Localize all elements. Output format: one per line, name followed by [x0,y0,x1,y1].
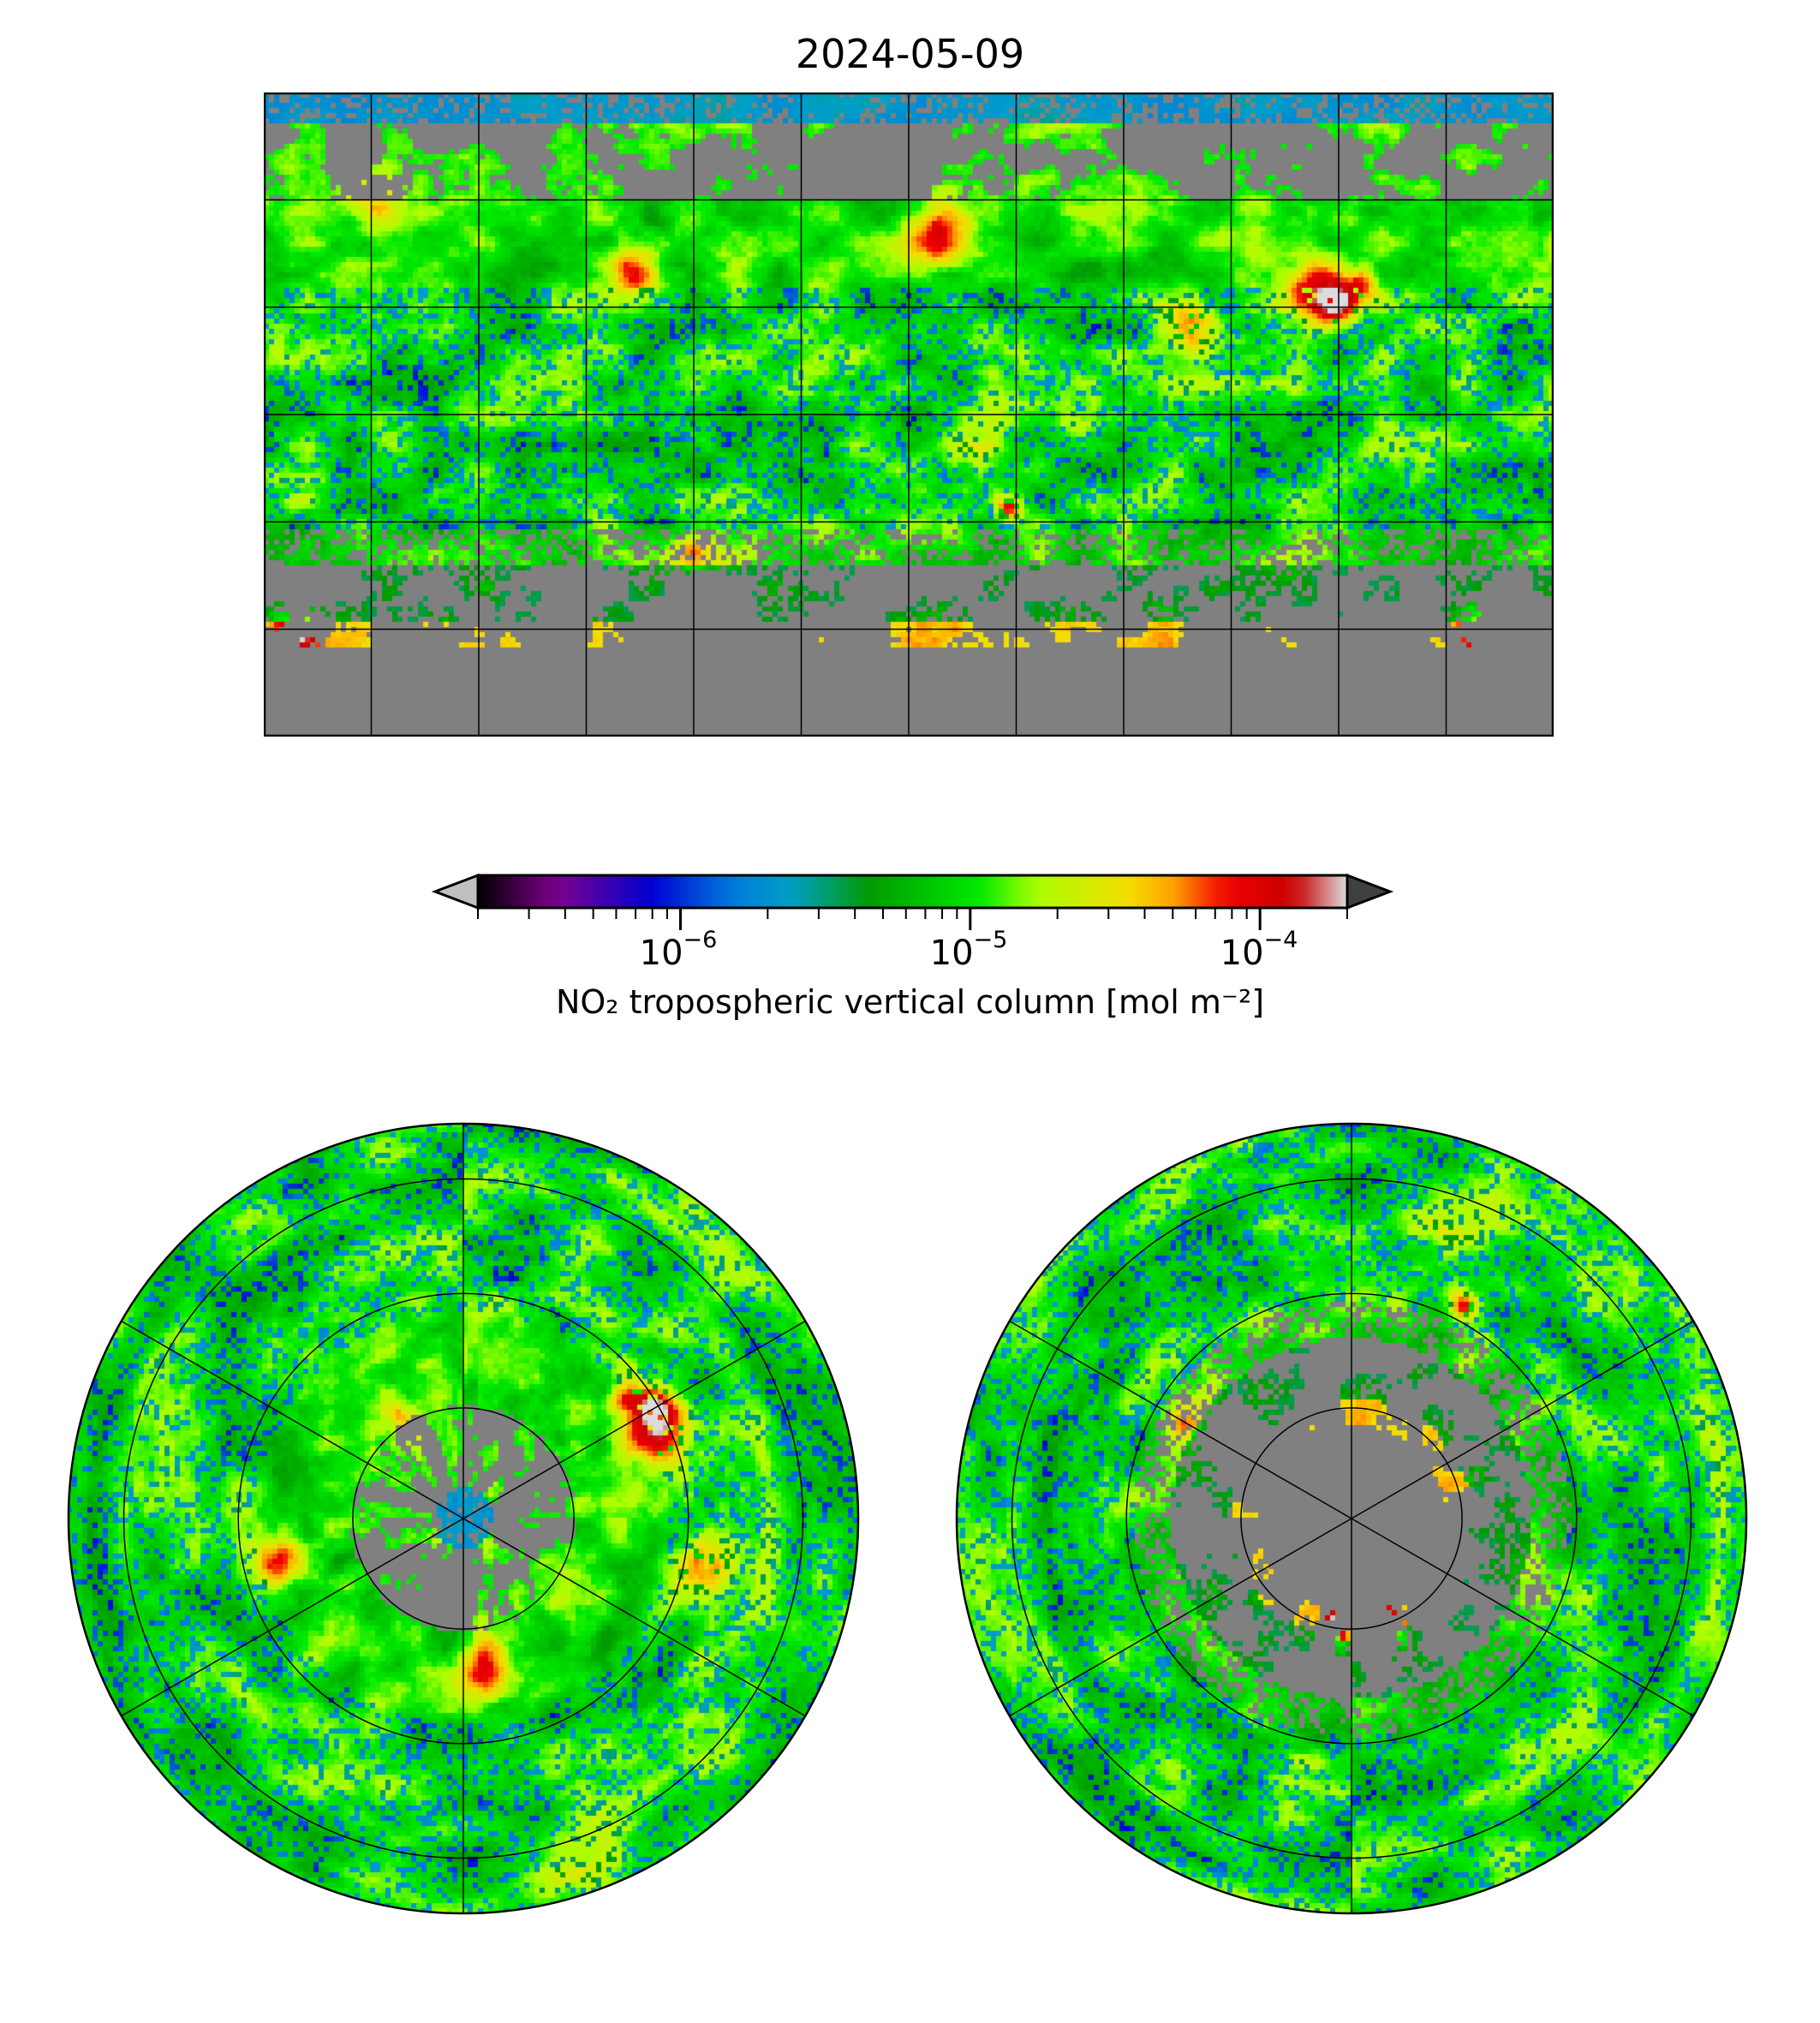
colorbar [431,873,1394,930]
colorbar-gradient [476,874,1349,910]
north-polar-map-panel [67,1122,860,1915]
meridian-line [1351,1518,1694,1717]
map-boundary [67,1122,860,1915]
colorbar-under-extension [431,873,480,910]
global-map-panel [264,92,1554,737]
colorbar-over-extension [1346,873,1394,910]
colorbar-tick-label: 10−5 [929,927,1008,973]
south-polar-gridlines [955,1122,1748,1915]
meridian-line [121,1320,464,1519]
colorbar-tick-label: 10−6 [639,927,718,973]
meridian-line [1351,1320,1694,1519]
meridian-line [462,1518,806,1717]
meridian-line [1009,1320,1352,1519]
meridian-line [1009,1518,1352,1717]
colorbar-label: NO₂ tropospheric vertical column [mol m⁻… [555,983,1265,1021]
meridian-line [462,1320,806,1519]
north-polar-gridlines [67,1122,860,1915]
global-map-gridlines [264,92,1554,737]
map-frame [264,92,1554,737]
meridian-line [121,1518,464,1717]
chart-title: 2024-05-09 [795,31,1025,77]
south-polar-map-panel [955,1122,1748,1915]
map-boundary [955,1122,1748,1915]
colorbar-tick-label: 10−4 [1220,927,1298,973]
